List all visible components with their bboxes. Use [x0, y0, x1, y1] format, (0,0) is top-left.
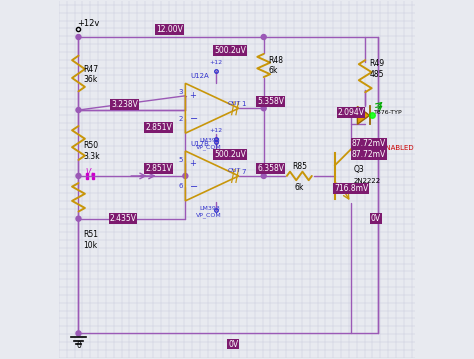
- Circle shape: [76, 108, 81, 112]
- Circle shape: [76, 331, 81, 336]
- Text: VP_COM: VP_COM: [196, 145, 221, 150]
- Text: +12: +12: [209, 60, 222, 65]
- Text: 2N2222: 2N2222: [354, 178, 381, 184]
- Text: U17B: U17B: [191, 141, 210, 147]
- Text: 5.358V: 5.358V: [257, 97, 284, 106]
- Text: 3.238V: 3.238V: [111, 100, 138, 109]
- Text: 2: 2: [179, 116, 183, 122]
- Text: 5: 5: [179, 157, 183, 163]
- Text: 1: 1: [242, 102, 246, 107]
- Polygon shape: [357, 107, 370, 124]
- Circle shape: [261, 106, 266, 111]
- Text: 87.72mV: 87.72mV: [352, 150, 386, 159]
- Text: R85: R85: [292, 162, 307, 171]
- Text: +: +: [190, 91, 197, 100]
- Text: Q3: Q3: [354, 165, 364, 174]
- Text: VP_COM: VP_COM: [196, 212, 221, 218]
- Text: R49
485: R49 485: [370, 59, 384, 79]
- Text: 2.851V: 2.851V: [145, 123, 172, 132]
- Circle shape: [375, 143, 380, 148]
- Circle shape: [76, 34, 81, 39]
- Text: OUT: OUT: [228, 101, 241, 106]
- Circle shape: [76, 173, 81, 178]
- Text: +12: +12: [209, 128, 222, 133]
- Text: LM393: LM393: [200, 138, 220, 143]
- Text: U12A: U12A: [191, 73, 210, 79]
- Text: 0: 0: [76, 341, 81, 350]
- Circle shape: [261, 34, 266, 39]
- Text: 500.2uV: 500.2uV: [214, 46, 246, 55]
- Circle shape: [183, 173, 188, 178]
- Text: −: −: [190, 182, 198, 192]
- Text: 6k: 6k: [295, 173, 304, 192]
- Text: R50
3.3k: R50 3.3k: [83, 141, 100, 161]
- Text: LM393: LM393: [200, 206, 220, 211]
- Text: 87.72mV: 87.72mV: [352, 139, 386, 148]
- Circle shape: [375, 149, 380, 154]
- Text: OUT: OUT: [228, 168, 241, 173]
- Text: $V_{in}$: $V_{in}$: [85, 166, 97, 179]
- Text: 0V: 0V: [228, 340, 238, 349]
- Text: 2.094V: 2.094V: [337, 108, 365, 117]
- Text: 6.358V: 6.358V: [257, 164, 284, 173]
- Text: 716.8mV: 716.8mV: [334, 184, 368, 193]
- Text: 7: 7: [242, 169, 246, 175]
- Text: 3: 3: [178, 89, 183, 95]
- Text: 2.435V: 2.435V: [109, 214, 137, 223]
- Text: ENABLED: ENABLED: [381, 145, 414, 151]
- Text: +: +: [190, 159, 197, 168]
- Text: R48
6k: R48 6k: [268, 56, 283, 75]
- Circle shape: [261, 173, 266, 178]
- Circle shape: [76, 216, 81, 221]
- Text: R51
10k: R51 10k: [83, 230, 98, 250]
- Text: 0V: 0V: [371, 214, 381, 223]
- Text: 500.2uV: 500.2uV: [214, 150, 246, 159]
- Text: 6: 6: [178, 183, 183, 190]
- Text: −: −: [190, 115, 198, 125]
- Circle shape: [363, 113, 368, 118]
- Text: 2.851V: 2.851V: [145, 164, 172, 173]
- Text: 12.00V: 12.00V: [156, 25, 183, 34]
- Text: T676-TYP: T676-TYP: [374, 109, 403, 115]
- Text: R47
36k: R47 36k: [83, 65, 98, 84]
- Text: +12v: +12v: [77, 19, 99, 28]
